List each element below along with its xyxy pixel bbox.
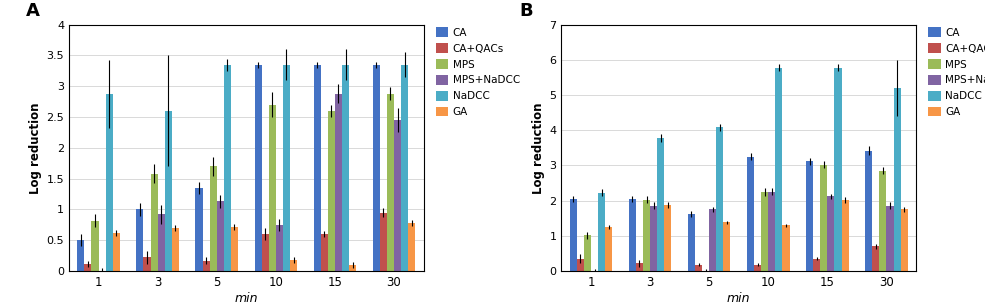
Bar (328, 111, 335, 271)
Bar (254, 65, 262, 271)
Y-axis label: Log reduction: Log reduction (30, 102, 42, 194)
Bar (408, 223, 416, 271)
Bar (775, 67, 782, 271)
Bar (144, 257, 151, 271)
Bar (164, 111, 171, 271)
X-axis label: min: min (234, 292, 258, 305)
Bar (158, 214, 164, 271)
Bar (276, 225, 283, 271)
Bar (569, 199, 577, 271)
Bar (349, 265, 357, 271)
Text: A: A (27, 2, 40, 20)
Bar (335, 94, 342, 271)
Legend: CA, CA+QACs, MPS, MPS+NaDCC, NaDCC, GA: CA, CA+QACs, MPS, MPS+NaDCC, NaDCC, GA (928, 27, 985, 117)
Bar (394, 120, 401, 271)
Bar (401, 65, 408, 271)
Bar (821, 165, 827, 271)
Bar (886, 206, 893, 271)
Bar (598, 193, 605, 271)
Bar (92, 221, 99, 271)
Bar (380, 213, 387, 271)
Bar (171, 228, 179, 271)
Bar (834, 67, 841, 271)
Bar (716, 128, 723, 271)
Bar (321, 234, 328, 271)
Bar (628, 199, 636, 271)
Bar (827, 197, 834, 271)
Bar (85, 264, 92, 271)
Bar (224, 65, 230, 271)
Bar (873, 246, 880, 271)
Bar (664, 205, 672, 271)
Bar (112, 233, 120, 271)
Bar (372, 65, 380, 271)
Bar (747, 157, 755, 271)
Bar (806, 161, 814, 271)
Bar (761, 192, 768, 271)
Bar (269, 105, 276, 271)
X-axis label: min: min (727, 292, 751, 305)
Bar (136, 209, 144, 271)
Y-axis label: Log reduction: Log reduction (532, 102, 546, 194)
Bar (605, 227, 613, 271)
Bar (290, 260, 297, 271)
Bar (577, 259, 584, 271)
Bar (650, 206, 657, 271)
Bar (643, 200, 650, 271)
Bar (342, 65, 349, 271)
Bar (865, 151, 873, 271)
Bar (657, 138, 664, 271)
Bar (230, 227, 238, 271)
Bar (841, 200, 849, 271)
Legend: CA, CA+QACs, MPS, MPS+NaDCC, NaDCC, GA: CA, CA+QACs, MPS, MPS+NaDCC, NaDCC, GA (435, 27, 520, 117)
Bar (695, 265, 702, 271)
Bar (900, 209, 908, 271)
Bar (195, 188, 203, 271)
Bar (105, 94, 112, 271)
Bar (782, 225, 790, 271)
Bar (584, 235, 591, 271)
Bar (709, 209, 716, 271)
Bar (636, 263, 643, 271)
Bar (387, 94, 394, 271)
Bar (203, 261, 210, 271)
Bar (723, 222, 731, 271)
Bar (262, 234, 269, 271)
Bar (210, 166, 217, 271)
Bar (755, 265, 761, 271)
Text: B: B (519, 2, 533, 20)
Bar (77, 240, 85, 271)
Bar (814, 259, 821, 271)
Bar (217, 201, 224, 271)
Bar (893, 88, 900, 271)
Bar (688, 214, 695, 271)
Bar (151, 174, 158, 271)
Bar (880, 171, 886, 271)
Bar (283, 65, 290, 271)
Bar (313, 65, 321, 271)
Bar (768, 192, 775, 271)
